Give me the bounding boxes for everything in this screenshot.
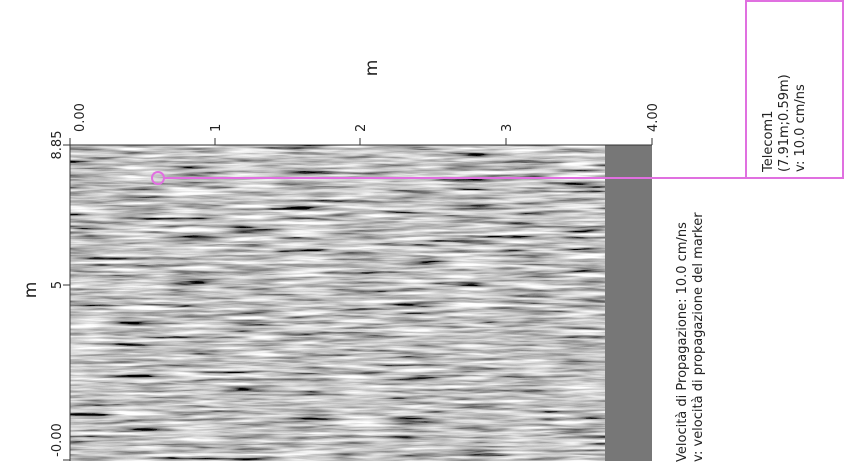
marker-text: Telecom1 <box>761 111 776 173</box>
axis-ticks <box>63 138 653 461</box>
marker-text: v: 10.0 cm/ns <box>793 84 808 172</box>
top-tick: 4.00 <box>646 103 661 132</box>
left-tick: -0.00 <box>50 423 65 457</box>
marker: Telecom1 (7.91m;0.59m) v: 10.0 cm/ns <box>151 0 844 185</box>
left-tick: 5 <box>50 281 65 289</box>
top-tick: 1 <box>209 124 224 132</box>
top-axis-label: m <box>362 60 382 77</box>
marker-point <box>151 171 165 185</box>
info-text: Velocità di Propagazione: 10.0 cm/ns <box>675 222 690 462</box>
radargram <box>70 145 652 461</box>
radargram-empty <box>605 145 652 461</box>
info-text: v: velocità di propagazione del marker <box>691 212 706 462</box>
marker-box <box>745 0 844 179</box>
marker-text: (7.91m;0.59m) <box>777 74 792 172</box>
radargram-image <box>70 145 605 461</box>
top-tick: 2 <box>354 124 369 132</box>
top-tick: 3 <box>500 124 515 132</box>
top-tick: 0.00 <box>73 103 88 132</box>
left-axis-label: m <box>21 282 41 299</box>
left-tick: 8.85 <box>50 131 65 160</box>
